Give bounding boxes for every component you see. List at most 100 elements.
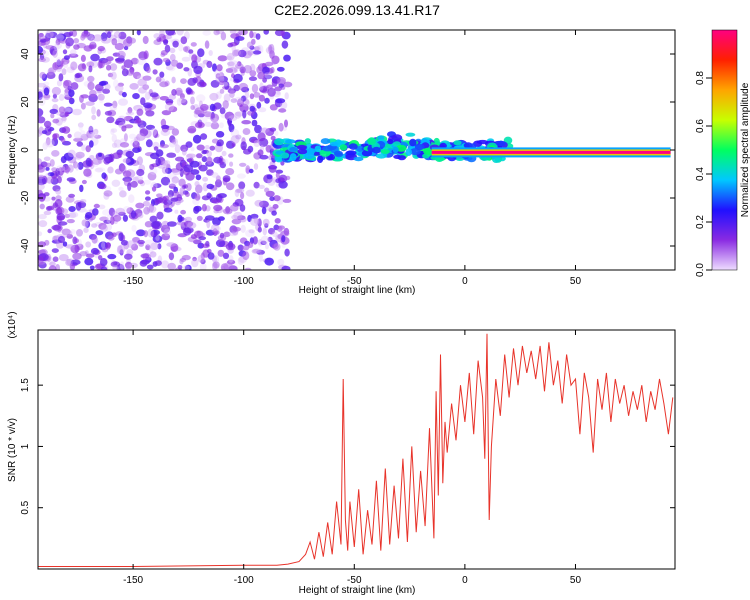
heatmap-cell-1044	[149, 245, 154, 254]
heatmap-cell-79	[196, 94, 206, 103]
heatmap-cell-109	[219, 107, 226, 115]
heatmap-cell-653	[64, 111, 70, 117]
heatmap-cell-516	[196, 153, 203, 159]
heatmap-cell-1162	[187, 222, 197, 229]
heatmap-cell-705	[83, 218, 89, 228]
heatmap-cell-913	[94, 134, 102, 139]
heatmap-cell-579	[245, 229, 255, 238]
heatmap-cell-730	[89, 265, 95, 270]
heatmap-cell-72	[112, 100, 118, 109]
heatmap-cell-1158	[285, 175, 291, 181]
heatmap-cell-857	[70, 259, 81, 265]
heatmap-cell-943	[64, 90, 69, 97]
heatmap-cell-1145	[175, 87, 183, 97]
top-xtick-label: 50	[570, 276, 582, 287]
heatmap-cell-647	[43, 120, 52, 128]
heatmap-cell-1263	[189, 160, 200, 168]
heatmap-cell-1117	[119, 249, 124, 256]
heatmap-cell-1251	[185, 87, 192, 94]
bottom-ytick-label: 0.5	[20, 500, 31, 514]
heatmap-cell-836	[171, 176, 180, 184]
heatmap-cell-1218	[206, 219, 211, 229]
colorbar-tick-label: 0.2	[695, 215, 706, 229]
heatmap-cell-766	[76, 141, 84, 147]
heatmap-cell-527	[166, 152, 177, 158]
colorbar-label: Normalized spectral amplitude	[740, 82, 750, 217]
chart-title: C2E2.2026.099.13.41.R17	[274, 2, 440, 18]
heatmap-cell-822	[185, 183, 192, 191]
heatmap-cell-1271	[231, 215, 239, 220]
heatmap-cell-1137	[125, 150, 135, 158]
heatmap-cell-1153	[85, 145, 91, 153]
heatmap-cell-583	[118, 31, 127, 40]
heatmap-cell-1070	[270, 135, 276, 141]
heatmap-cell-1051	[170, 59, 179, 67]
top-xtick-label: 0	[462, 276, 468, 287]
heatmap-cell-1273	[67, 85, 72, 91]
heatmap-cell-321	[274, 86, 282, 92]
heatmap-cell-1071	[70, 49, 77, 57]
heatmap-cell-896	[158, 33, 166, 42]
heatmap-cell-658	[113, 31, 121, 39]
heatmap-cell-832	[238, 30, 248, 36]
heatmap-cell-1119	[177, 265, 183, 270]
heatmap-cell-716	[252, 248, 262, 254]
heatmap-cell-1126	[118, 186, 124, 191]
heatmap-cell-1022	[253, 163, 259, 170]
heatmap-cell-387	[180, 144, 189, 152]
heatmap-cell-165	[276, 66, 285, 72]
heatmap-cell-1082	[78, 122, 84, 132]
heatmap-cell-470	[254, 46, 260, 51]
heatmap-cell-1543	[495, 140, 506, 147]
heatmap-cell-917	[130, 181, 138, 188]
heatmap-cell-364	[55, 207, 63, 215]
bottom-xtick-label: -100	[234, 575, 254, 586]
heatmap-cell-338	[222, 100, 229, 109]
heatmap-cell-1180	[68, 31, 74, 37]
top-y-ticks: -40 -20 0 20 40	[20, 48, 675, 253]
heatmap-cell-792	[72, 252, 82, 260]
heatmap-cell-1097	[166, 242, 176, 247]
heatmap-cell-1035	[246, 41, 254, 49]
heatmap-cell-1207	[253, 139, 261, 148]
heatmap-cell-1166	[109, 105, 118, 111]
heatmap-cell-519	[235, 111, 244, 117]
heatmap-cell-760	[70, 61, 78, 71]
heatmap-cell-631	[38, 116, 46, 124]
top-ytick-label: -40	[20, 238, 31, 253]
heatmap-cell-1243	[260, 235, 270, 245]
heatmap-cell-983	[212, 63, 217, 72]
heatmap-cell-998	[228, 231, 239, 237]
heatmap-cell-374	[146, 66, 151, 74]
heatmap-cell-948	[238, 82, 249, 91]
heatmap-cell-100	[192, 134, 202, 144]
top-ytick-label: -20	[20, 190, 31, 205]
heatmap-cell-378	[88, 65, 93, 73]
heatmap-cell-488	[239, 204, 246, 212]
heatmap-cell-782	[111, 38, 118, 46]
heatmap-cell-914	[233, 30, 243, 33]
heatmap-cell-703	[136, 229, 146, 237]
heatmap-cell-1192	[85, 101, 95, 106]
heatmap-cell-1146	[156, 193, 163, 198]
heatmap-cell-528	[61, 68, 67, 76]
heatmap-cell-1069	[198, 164, 208, 172]
heatmap-cell-1619	[380, 149, 390, 154]
heatmap-cell-960	[271, 78, 278, 87]
heatmap-cell-965	[111, 134, 118, 143]
heatmap-cell-999	[91, 114, 97, 121]
heatmap-cell-661	[106, 31, 112, 39]
heatmap-cell-833	[73, 38, 80, 44]
heatmap-cell-163	[264, 223, 269, 228]
heatmap-cell-887	[268, 164, 277, 173]
heatmap-cell-571	[226, 52, 235, 61]
heatmap-cell-1025	[253, 217, 259, 224]
heatmap-cell-182	[149, 215, 158, 223]
heatmap-cell-687	[132, 93, 140, 100]
heatmap-cell-269	[149, 203, 154, 213]
heatmap-cell-963	[100, 266, 108, 270]
heatmap-cell-1165	[248, 76, 258, 81]
heatmap-cell-1596	[274, 138, 285, 146]
heatmap-cell-1116	[168, 141, 177, 148]
heatmap-cell-518	[251, 248, 260, 254]
